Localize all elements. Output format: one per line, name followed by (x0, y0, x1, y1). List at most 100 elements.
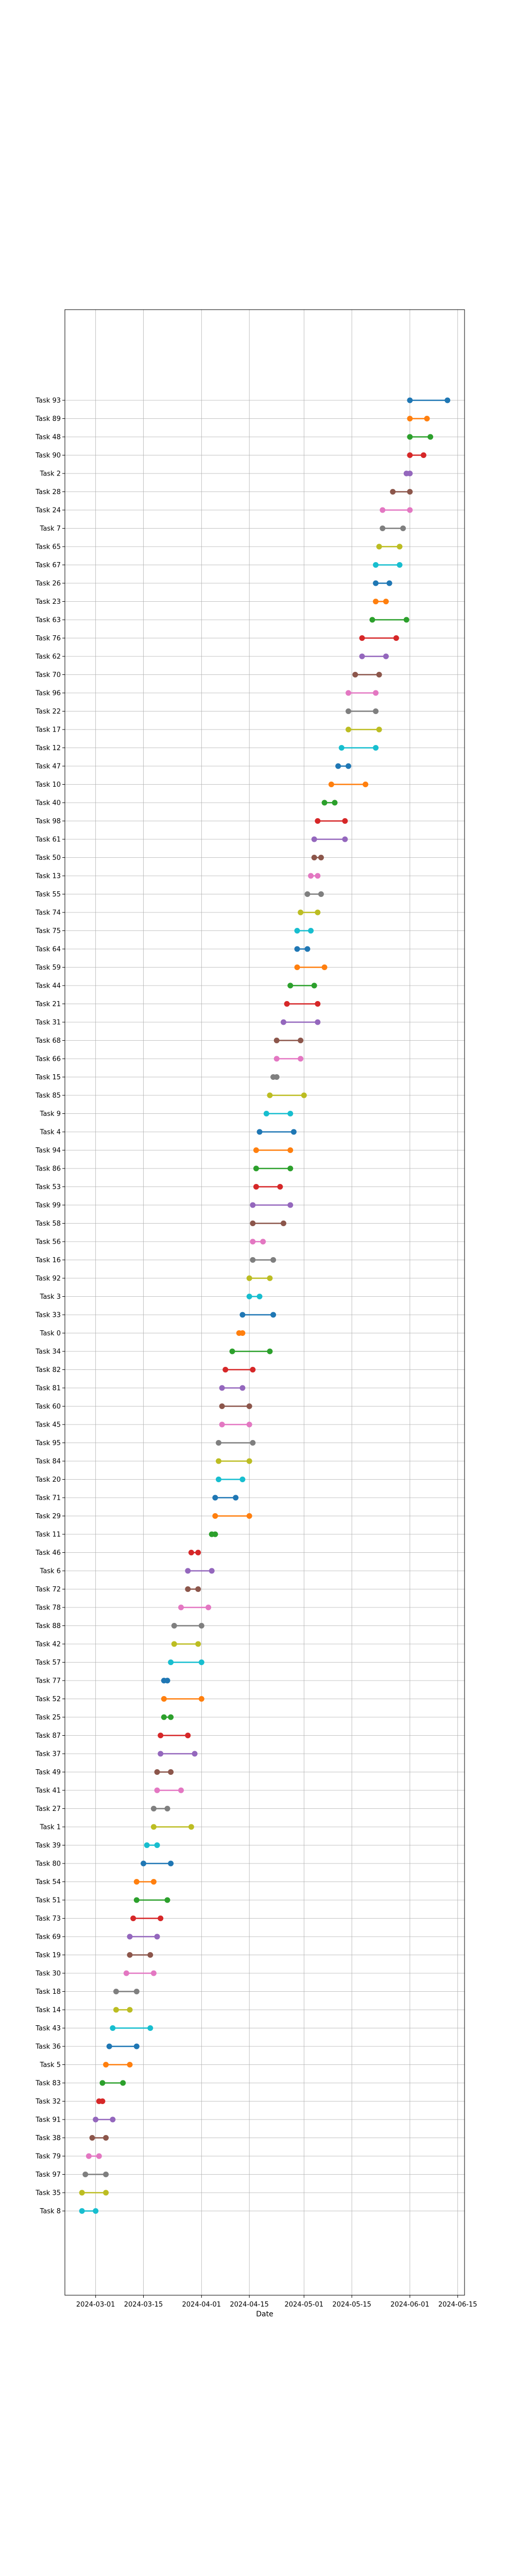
task-label: Task 43 (35, 2025, 61, 2032)
task-label: Task 28 (35, 488, 61, 496)
task-end-point (373, 745, 379, 751)
task-end-point (103, 2190, 109, 2196)
task-label: Task 85 (35, 1092, 61, 1100)
task-start-point (328, 782, 334, 787)
task-label: Task 40 (35, 800, 61, 807)
task-end-point (298, 1056, 304, 1062)
task-start-point (89, 2135, 95, 2141)
task-end-point (397, 544, 403, 550)
task-end-point (147, 1952, 153, 1958)
task-end-point (110, 2116, 116, 2123)
task-label: Task 62 (35, 653, 61, 661)
task-label: Task 9 (40, 1110, 61, 1118)
task-label: Task 22 (35, 708, 61, 716)
task-label: Task 3 (40, 1293, 61, 1301)
task-start-point (222, 1367, 229, 1372)
task-end-point (99, 2098, 106, 2104)
task-start-point (345, 708, 351, 714)
task-start-point (246, 1294, 252, 1299)
task-end-point (96, 2153, 102, 2159)
task-end-point (427, 434, 434, 440)
task-label: Task 39 (35, 1842, 61, 1850)
task-label: Task 25 (35, 1714, 61, 1722)
task-label: Task 2 (40, 470, 61, 478)
task-start-point (110, 2025, 116, 2031)
task-start-point (315, 818, 321, 824)
task-label: Task 38 (35, 2134, 61, 2142)
task-label: Task 87 (35, 1732, 61, 1740)
task-label: Task 84 (35, 1458, 61, 1466)
task-end-point (373, 690, 379, 696)
task-label: Task 59 (35, 964, 61, 972)
task-end-point (376, 672, 382, 677)
task-end-point (233, 1495, 239, 1501)
task-start-point (215, 1477, 221, 1482)
task-start-point (373, 580, 379, 586)
x-tick-label: 2024-04-01 (182, 2301, 221, 2309)
task-start-point (82, 2172, 89, 2177)
x-tick-label: 2024-05-01 (284, 2301, 323, 2309)
task-start-point (130, 1916, 136, 1921)
task-label: Task 8 (40, 2208, 61, 2215)
task-start-point (150, 1806, 157, 1811)
task-label: Task 92 (35, 1275, 61, 1283)
task-end-point (407, 507, 413, 513)
task-end-point (120, 2080, 126, 2086)
task-end-point (287, 1165, 294, 1172)
task-end-point (287, 1111, 294, 1116)
task-start-point (345, 726, 351, 733)
task-end-point (342, 818, 348, 824)
task-end-point (209, 1568, 215, 1574)
task-start-point (161, 1714, 167, 1720)
task-start-point (93, 2116, 99, 2123)
task-label: Task 52 (35, 1696, 61, 1703)
task-label: Task 31 (35, 1019, 61, 1027)
task-label: Task 61 (35, 836, 61, 844)
task-end-point (407, 489, 413, 495)
task-end-point (420, 452, 426, 458)
task-label: Task 71 (35, 1495, 61, 1502)
task-end-point (168, 1860, 174, 1867)
task-start-point (253, 1184, 259, 1190)
task-end-point (256, 1294, 263, 1299)
task-end-point (332, 800, 338, 806)
task-label: Task 18 (35, 1988, 61, 1996)
task-end-point (168, 1769, 174, 1775)
x-tick-label: 2024-05-15 (332, 2301, 371, 2309)
task-label: Task 80 (35, 1860, 61, 1868)
task-start-point (150, 1824, 157, 1830)
task-label: Task 16 (35, 1257, 61, 1264)
task-end-point (424, 416, 430, 421)
task-label: Task 19 (35, 1952, 61, 1959)
task-end-point (164, 1677, 170, 1684)
task-start-point (253, 1165, 259, 1172)
task-end-point (267, 1275, 273, 1281)
task-end-point (270, 1257, 277, 1263)
task-end-point (383, 599, 389, 604)
task-start-point (253, 1147, 259, 1153)
task-label: Task 94 (35, 1147, 61, 1155)
task-label: Task 98 (35, 818, 61, 825)
task-start-point (263, 1111, 269, 1116)
task-label: Task 5 (40, 2061, 61, 2069)
task-label: Task 11 (35, 1531, 61, 1539)
task-label: Task 95 (35, 1439, 61, 1447)
task-label: Task 82 (35, 1366, 61, 1374)
task-start-point (215, 1458, 221, 1464)
task-end-point (287, 1202, 294, 1208)
task-label: Task 72 (35, 1586, 61, 1594)
task-start-point (280, 1019, 286, 1025)
task-label: Task 13 (35, 873, 61, 880)
task-label: Task 53 (35, 1183, 61, 1191)
task-label: Task 7 (40, 525, 61, 533)
task-start-point (407, 397, 413, 403)
task-label: Task 46 (35, 1549, 61, 1557)
task-start-point (273, 1038, 280, 1043)
task-end-point (195, 1550, 201, 1555)
task-end-point (315, 873, 321, 879)
task-end-point (246, 1421, 252, 1428)
x-tick-label: 2024-03-01 (76, 2301, 115, 2309)
task-label: Task 57 (35, 1659, 61, 1667)
task-end-point (195, 1641, 201, 1647)
task-start-point (219, 1421, 225, 1428)
